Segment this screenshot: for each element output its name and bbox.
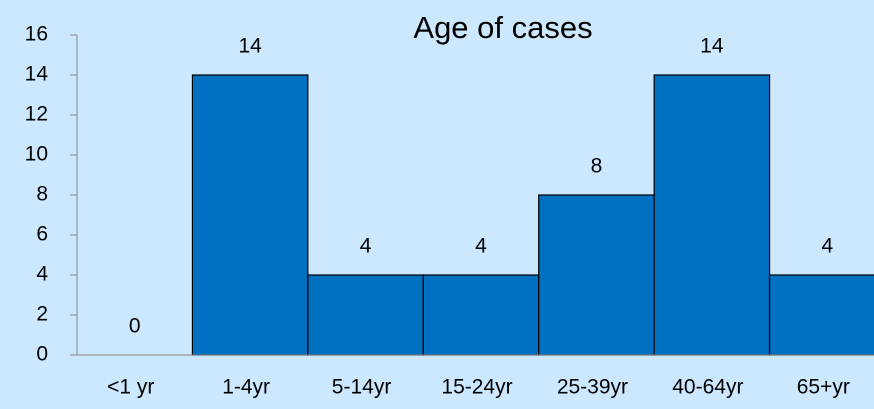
y-tick-label: 14 — [25, 63, 49, 86]
y-tick-label: 6 — [36, 223, 48, 246]
y-tick-label: 0 — [36, 343, 48, 366]
bar — [538, 194, 655, 356]
y-tick-label: 12 — [25, 103, 48, 126]
data-label: 0 — [129, 315, 141, 338]
x-tick-label: 25-39yr — [557, 376, 628, 399]
x-tick-label: 5-14yr — [332, 376, 392, 399]
x-tick-label: 65+yr — [797, 376, 850, 399]
data-label: 14 — [700, 35, 724, 58]
data-label: 8 — [591, 155, 603, 178]
data-label: 14 — [238, 35, 262, 58]
y-tick-label: 4 — [36, 263, 48, 286]
x-tick-label: 15-24yr — [441, 376, 512, 399]
x-tick-label: <1 yr — [107, 376, 154, 399]
x-tick-label: 40-64yr — [672, 376, 743, 399]
bar — [653, 74, 771, 356]
y-tick-label: 2 — [36, 303, 48, 326]
y-tick-label: 8 — [36, 183, 48, 206]
bar — [768, 274, 874, 356]
bar — [307, 274, 424, 356]
y-tick-label: 10 — [25, 143, 48, 166]
data-label: 4 — [821, 235, 833, 258]
data-label: 4 — [360, 235, 372, 258]
chart-title: Age of cases — [413, 10, 592, 45]
data-label: 4 — [475, 235, 487, 258]
x-tick-label: 1-4yr — [222, 376, 270, 399]
bar — [191, 74, 309, 356]
bar — [422, 274, 540, 356]
y-tick-label: 16 — [25, 23, 48, 46]
